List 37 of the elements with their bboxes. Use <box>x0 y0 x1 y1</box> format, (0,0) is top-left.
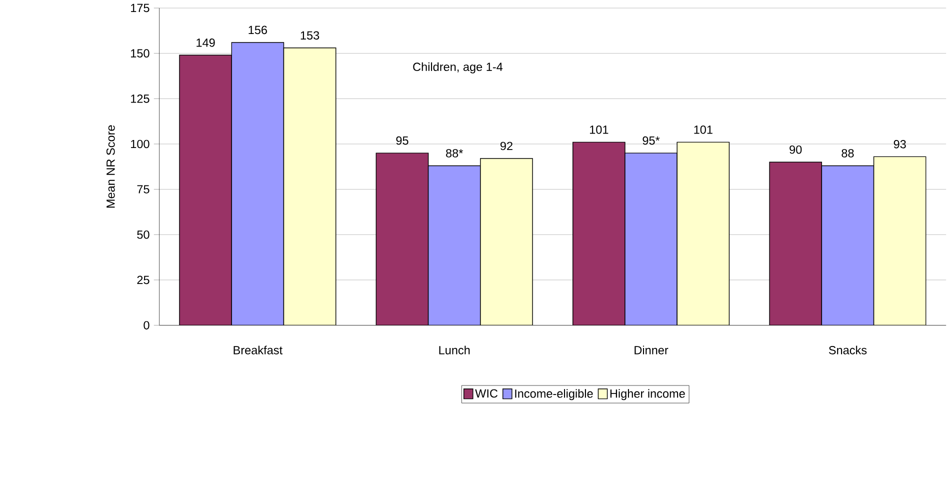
legend-label: WIC <box>475 389 498 398</box>
bar <box>769 162 822 326</box>
data-label: 90 <box>790 145 802 154</box>
y-tick-label: 0 <box>144 321 150 330</box>
data-label: 95 <box>396 136 408 145</box>
x-tick-label: Lunch <box>439 346 470 354</box>
bar <box>572 142 626 326</box>
y-tick-label: 50 <box>137 230 150 239</box>
data-label: 149 <box>196 38 215 47</box>
x-tick-label: Snacks <box>828 346 867 354</box>
data-label: 88 <box>842 149 854 158</box>
y-tick-label: 25 <box>137 276 150 284</box>
data-label: 101 <box>590 126 608 134</box>
bar <box>376 152 429 326</box>
bar <box>676 142 730 326</box>
data-label: 101 <box>694 126 712 134</box>
data-label: 156 <box>248 26 267 34</box>
data-label: 153 <box>300 31 320 40</box>
y-axis-title: Mean NR Score <box>106 125 115 208</box>
data-label: 88* <box>446 149 464 158</box>
data-label: 92 <box>500 142 512 150</box>
y-tick-label: 150 <box>131 49 150 58</box>
y-tick-label: 175 <box>131 4 150 12</box>
legend-label: Higher income <box>610 389 685 400</box>
bar <box>283 48 336 326</box>
bar <box>480 158 533 326</box>
bar <box>179 54 232 326</box>
text: Children, age 1-4 <box>413 62 503 74</box>
data-label: 95* <box>642 136 660 145</box>
y-tick-label: 125 <box>131 94 150 103</box>
data-label: 93 <box>894 140 906 148</box>
legend-label: Income-eligible <box>515 389 593 400</box>
y-tick-label: 75 <box>137 185 150 194</box>
x-tick-label: Breakfast <box>234 346 282 354</box>
y-tick-label: 100 <box>131 140 150 148</box>
x-tick-label: Dinner <box>634 346 668 354</box>
bar <box>873 156 926 326</box>
